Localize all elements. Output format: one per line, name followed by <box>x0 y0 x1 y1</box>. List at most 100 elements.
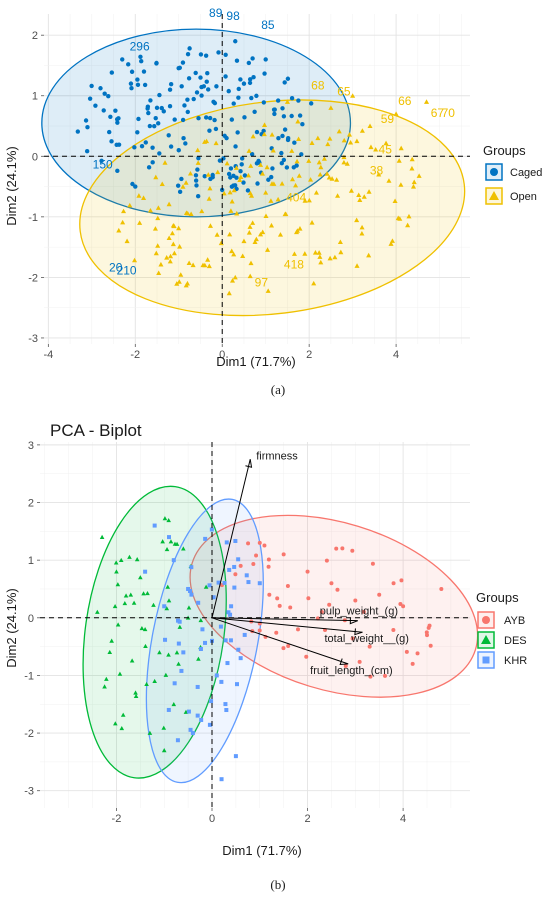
point-caged <box>213 126 219 132</box>
point-caged <box>231 173 236 179</box>
point-caged <box>185 109 190 115</box>
point-caged <box>185 51 191 57</box>
point-open <box>246 148 252 153</box>
point-open <box>166 201 172 207</box>
point-caged <box>281 114 287 119</box>
y-tick-label: 0 <box>28 613 34 625</box>
point-ayb <box>275 596 280 601</box>
point-caged <box>185 97 190 102</box>
point-caged <box>126 62 131 67</box>
panel-b-points <box>95 516 444 782</box>
point-ayb <box>304 654 309 659</box>
point-khr <box>188 589 193 594</box>
point-open <box>373 146 379 152</box>
point-open <box>177 244 183 249</box>
panel-b-variable-vectors: firmness pulp_weight_(g) total_weight__(g)… <box>211 450 409 677</box>
point-open <box>311 280 317 286</box>
point-open <box>214 232 220 237</box>
point-khr <box>198 646 203 651</box>
point-ayb <box>277 603 282 608</box>
point-caged <box>234 58 240 63</box>
point-caged <box>85 125 90 130</box>
panel-b-legend-label-ayb: AYB <box>504 615 525 627</box>
point-des <box>152 678 157 684</box>
point-des <box>161 725 167 730</box>
point-des <box>161 748 167 753</box>
point-open <box>291 251 297 256</box>
point-khr <box>223 702 228 707</box>
panel-b-legend-title: Groups <box>476 590 519 605</box>
point-open <box>313 190 319 195</box>
point-open <box>261 131 267 137</box>
point-ayb <box>353 598 358 603</box>
point-des <box>129 658 135 663</box>
y-tick-label: -1 <box>24 670 34 682</box>
point-label: 296 <box>130 39 150 53</box>
point-open <box>309 220 315 225</box>
point-caged <box>254 129 260 135</box>
point-open <box>248 260 254 266</box>
point-open <box>317 254 323 259</box>
point-open <box>258 231 264 237</box>
point-open <box>268 222 275 228</box>
point-des <box>119 725 125 731</box>
point-caged <box>208 176 213 182</box>
point-open <box>195 147 201 153</box>
point-ayb <box>246 541 251 546</box>
point-caged <box>196 116 201 121</box>
point-ayb <box>238 563 243 568</box>
point-open <box>156 270 162 276</box>
point-caged <box>99 158 104 164</box>
point-ayb <box>439 586 444 591</box>
point-caged <box>239 162 244 167</box>
point-open <box>324 171 330 176</box>
point-open <box>231 251 237 257</box>
point-caged <box>109 139 114 144</box>
point-open <box>241 238 247 244</box>
point-ayb <box>254 553 259 558</box>
x-tick-label: 2 <box>306 349 312 361</box>
point-des <box>139 625 145 631</box>
point-caged <box>266 177 271 182</box>
point-caged <box>292 140 297 145</box>
x-tick-label: 0 <box>209 813 215 825</box>
point-caged <box>234 186 239 192</box>
point-des <box>107 649 113 654</box>
point-open <box>152 226 158 231</box>
panel-a-y-axis-title: Dim2 (24.1%) <box>4 146 19 225</box>
point-des <box>134 557 140 562</box>
point-open <box>232 274 238 280</box>
point-des <box>157 650 162 655</box>
point-ayb <box>401 604 406 609</box>
point-caged <box>84 148 90 154</box>
point-open <box>354 138 360 144</box>
point-caged <box>154 105 160 111</box>
point-caged <box>279 150 284 156</box>
point-open <box>348 188 354 193</box>
point-open <box>199 208 205 214</box>
point-khr <box>222 580 227 585</box>
point-open <box>190 262 196 268</box>
point-open <box>327 255 333 261</box>
point-khr <box>171 558 176 563</box>
point-open <box>309 140 315 145</box>
point-des <box>113 560 119 565</box>
point-open <box>269 181 275 186</box>
point-khr <box>228 612 233 617</box>
point-des <box>160 539 165 544</box>
point-des <box>112 604 118 609</box>
point-khr <box>224 708 229 713</box>
point-ayb <box>368 674 373 679</box>
y-tick-label: -3 <box>24 786 34 798</box>
point-caged <box>241 81 247 86</box>
point-open <box>234 210 240 216</box>
point-open <box>124 238 130 244</box>
point-caged <box>252 109 257 114</box>
point-open <box>187 170 193 176</box>
point-open <box>348 140 354 145</box>
point-open <box>127 202 133 208</box>
point-label: 67 <box>431 106 445 120</box>
point-open <box>228 208 234 213</box>
point-open <box>386 178 392 183</box>
point-khr <box>225 661 230 666</box>
